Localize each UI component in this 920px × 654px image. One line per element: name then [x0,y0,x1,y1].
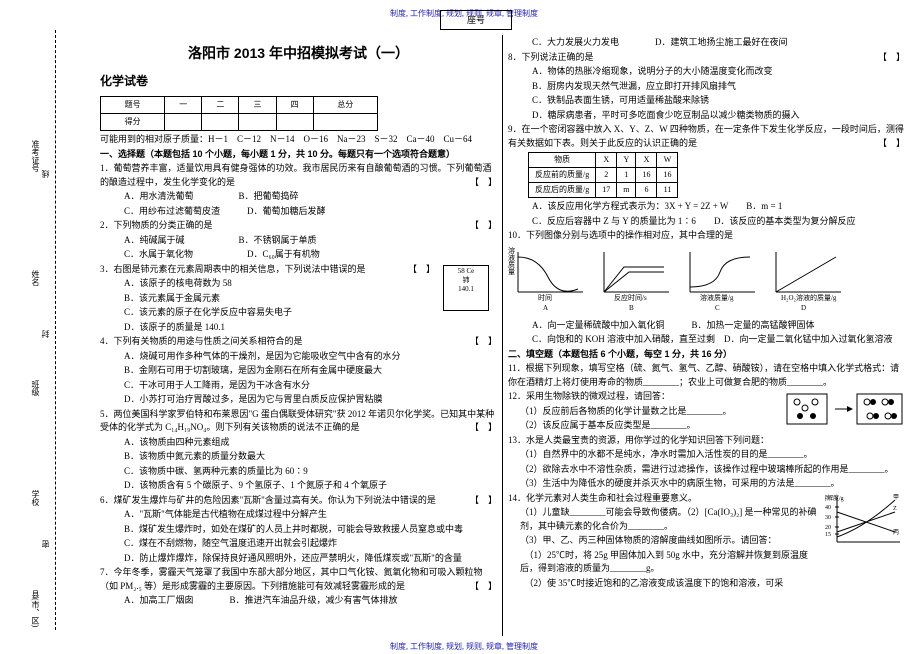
q7-opt: C．大力发展火力发电 D．建筑工地扬尘施工最好在夜间 [508,36,905,50]
q10-opt: C．向饱和的 KOH 溶液中加入硝酸，直至过剩 D．向一定量二氧化锰中加入过氧化… [508,333,905,347]
q8-opt: A．物体的热胀冷缩现象，说明分子的大小随温度变化而改变 [508,65,905,79]
q9-opt: C．反应后容器中 Z 与 Y 的质量比为 1∶6 D．该反应的基本类型为复分解反… [508,215,905,229]
q8-opt: C．铁制品表面生锈，可用适量稀盐酸来除锈 [508,94,905,108]
q7-stem: 7．今年冬季，雾霾天气笼罩了我国中东部大部分地区，其中口气化铵、氮氧化物和可吸入… [100,566,497,593]
graph-A: 时间 溶液质量 A [508,247,588,302]
q14-item: （2）使 35℃时接近饱和的乙溶液变成该温度下的饱和溶液，可采 [508,577,905,591]
svg-text:甲: 甲 [893,494,899,501]
graph-C: 溶液质量/g C [680,247,760,302]
q4-opt: C．干冰可用于人工降雨，是因为干冰含有水分 [100,379,497,393]
q10-stem: 10．下列图像分别与选项中的操作相对应，其中合理的是 [508,229,905,243]
q6-opt: B．煤矿发生爆炸时，如处在煤矿的人员上井时都脱，可能会导致救援人员窒息或中毒 [100,523,497,537]
q11: 11．根据下列现象，填写空格（硫、氮气、氢气、乙醇、硝酸铵），请在空格中填入化学… [508,362,905,389]
atomic-mass: 可能用到的相对原子质量：H－1 C－12 N－14 O－16 Na－23 S－3… [100,133,497,147]
q5-opt: A．该物质由四种元素组成 [100,436,497,450]
bind-label: 学校 [30,490,41,506]
q8-opt: D．糖尿病患者，平时可多吃面食少吃豆制品以减少糖类物质的摄入 [508,109,905,123]
section2-head: 二、填空题（本题包括 6 个小题，每空 1 分，共 16 分） [508,348,905,362]
graph-B: 反应时间/s B [594,247,674,302]
q9-table: 物质XYXW 反应前的质量/g211616 反应后的质量/g17m611 [528,152,678,198]
bind-label: 准考证号 [30,140,41,172]
q3-opt: D．该原子的质量是 140.1 [100,321,497,335]
q4-opt: A．烧碱可用作多种气体的干燥剂，是因为它能吸收空气中含有的水分 [100,350,497,364]
exam-title: 洛阳市 2013 年中招模拟考试（一） [100,43,497,64]
q6-opt: C．煤在不刮燃物，随空气温度迅速开出就会引起爆炸 [100,537,497,551]
q4-opt: B．金刚石可用于切割玻璃，是因为金刚石在所有金属中硬度最大 [100,364,497,378]
q2-opt: A．纯碱属于碱 B．不锈钢属于单质 [100,234,497,248]
seal-marker: 封 [40,330,51,338]
q3-opt: C．该元素的原子在化学反应中容易失电子 [100,306,497,320]
binding-edge: 县(市、区) 学校 班级 姓名 准考证号 密 封 线 [30,30,80,630]
q2-stem: 2．下列物质的分类正确的是【 】 [100,219,497,233]
q5-opt: C．该物质中碳、氢两种元素的质量比为 60∶9 [100,465,497,479]
q13-stem: 13．水是人类最宝贵的资源，用你学过的化学知识回答下列问题： [508,434,905,448]
q3-stem: 3．右图是铈元素在元素周期表中的相关信息，下列说法中错误的是【 】 [100,263,497,277]
svg-text:20: 20 [825,525,831,531]
q3-opt: A．该原子的核电荷数为 58 [100,277,497,291]
molecule-figure [785,390,905,428]
subject-title: 化学试卷 [100,72,497,90]
q1-opt: A．用水清洗葡萄 B．把葡萄捣碎 [100,190,497,204]
seal-marker: 密 [40,540,51,548]
svg-text:Z: Z [893,506,897,512]
svg-text:30: 30 [825,515,831,521]
svg-text:溶解度/g: 溶解度/g [825,494,844,502]
graph-D: H₂O₂溶液的质量/g D [766,247,846,302]
q13-item: （2）欲除去水中不溶性杂质，需进行过滤操作，该操作过程中玻璃棒所起的作用是___… [508,463,905,477]
left-column: 洛阳市 2013 年中招模拟考试（一） 化学试卷 题号一二 三四总分 得分 可能… [95,35,503,636]
q7-opt: A．加高工厂烟囱 B．推进汽车油品升级，减少有害气体排放 [100,594,497,608]
section1-head: 一、选择题（本题包括 10 个小题，每小题 1 分，共 10 分。每题只有一个选… [100,148,497,162]
score-table: 题号一二 三四总分 得分 [100,96,378,131]
right-column: C．大力发展火力发电 D．建筑工地扬尘施工最好在夜间 8．下列说法正确的是【 】… [503,35,910,636]
footer-link: 制度, 工作制度, 规划, 规则, 规章, 管理制度 [390,641,538,652]
q14-item: （1）25℃时，将 25g 甲固体加入到 50g 水中，充分溶解并恢复到原温度后… [508,549,905,576]
q6-opt: A．"瓦斯"气体能是古代植物在成煤过程中分解产生 [100,508,497,522]
q6-opt: D．防止爆炸爆炸，除保持良好通风照明外，还应严禁明火，降低煤炭或"瓦斯"的含量 [100,552,497,566]
q2-opt: C．水属于氧化物 D．C₆₀属于有机物 [100,248,497,262]
svg-text:丙: 丙 [893,529,899,536]
bind-label: 班级 [30,380,41,396]
solubility-figure: 40 30 20 15 甲 Z 丙 溶解度/g [825,492,905,552]
seal-marker: 线 [40,170,51,178]
q5-opt: B．该物质中氮元素的质量分数最大 [100,450,497,464]
q6-stem: 6．煤矿发生爆炸与矿井的危险因素"瓦斯"含量过高有关。你认为下列说法中错误的是【… [100,494,497,508]
q13-item: （3）生活中为降低水的硬度并杀灭水中的病原生物，可采用的方法是________。 [508,477,905,491]
q8-opt: B．厨房内发现天然气泄漏，应立即打开排风扇排气 [508,80,905,94]
q5-opt: D．该物质含有 5 个碳原子、9 个氢原子、1 个氮原子和 4 个氧原子 [100,479,497,493]
svg-text:15: 15 [825,532,831,538]
svg-text:40: 40 [825,505,831,511]
q4-opt: D．小苏打可治疗胃酸过多，是因为它与胃里白质反应保护胃粘膜 [100,393,497,407]
bind-label: 姓名 [30,270,41,286]
q10-graphs: 时间 溶液质量 A 反应时间/s B 溶液质量/g C H₂O₂溶液的质量/g … [508,247,905,302]
q13-item: （1）自然界中的水都不是纯水，净水时需加入活性炭的目的是________。 [508,448,905,462]
q8-stem: 8．下列说法正确的是【 】 [508,51,905,65]
seat-number-box: 座号 [440,10,512,30]
q10-opt: A．向一定量稀硫酸中加入氧化铜 B．加热一定量的高锰酸钾固体 [508,319,905,333]
bind-label: 县(市、区) [30,590,41,627]
q4-stem: 4．下列有关物质的用途与性质之间关系相符合的是【 】 [100,335,497,349]
page-content: 洛阳市 2013 年中招模拟考试（一） 化学试卷 题号一二 三四总分 得分 可能… [95,35,910,636]
q1-stem: 1．葡萄营养丰富，适量饮用具有健身强体的功效。我市居民历来有自酿葡萄酒的习惯。下… [100,162,497,189]
q1-opt: C．用纱布过滤葡萄皮渣 D．葡萄加糖后发酵 [100,205,497,219]
q3-opt: B．该元素属于金属元素 [100,292,497,306]
cerium-box: 58 Ce 铈140.1 [443,265,489,311]
q9-opt: A．该反应用化学方程式表示为：3X + Y = 2Z + W B．m = 1 [508,200,905,214]
q5-stem: 5．两位美国科学家罗伯特和布莱恩因"G 蛋白偶联受体研究"获 2012 年诺贝尔… [100,408,497,435]
q9-stem: 9．在一个密闭容器中放入 X、Y、Z、W 四种物质，在一定条件下发生化学反应，一… [508,123,905,150]
